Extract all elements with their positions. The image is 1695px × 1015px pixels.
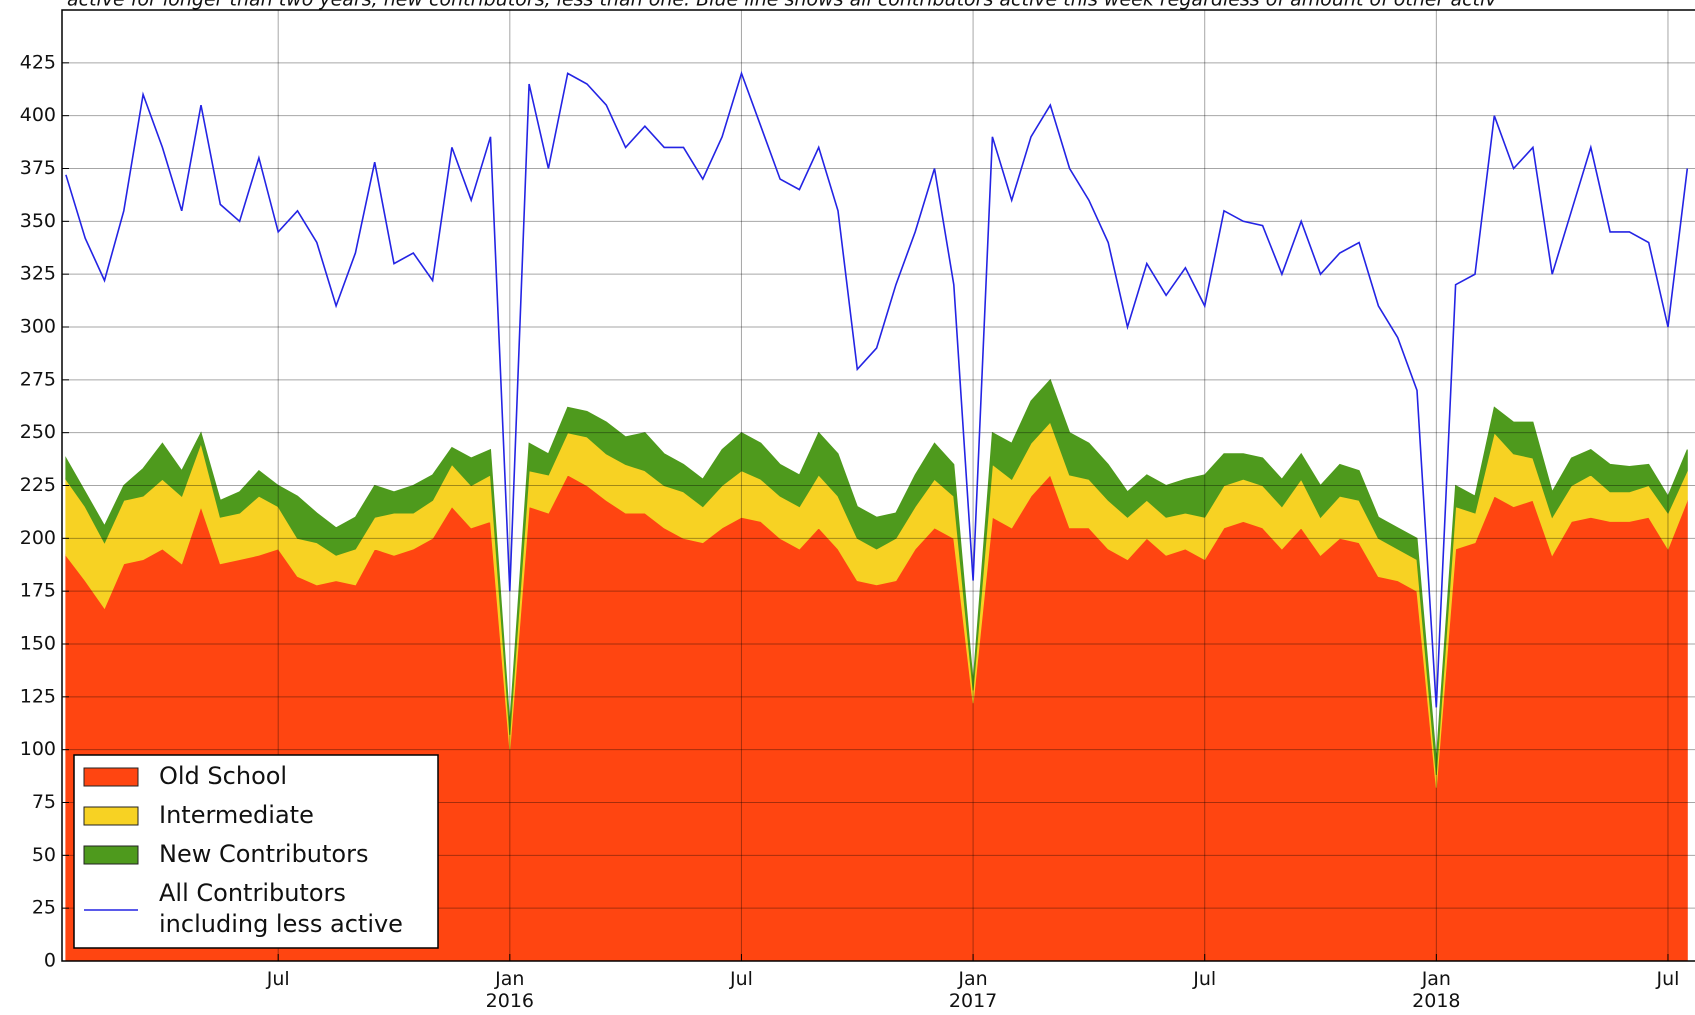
- x-tick-label: Jul: [729, 968, 753, 990]
- y-tick-label: 400: [20, 104, 56, 126]
- y-tick-label: 275: [20, 368, 56, 390]
- y-tick-label: 175: [20, 580, 56, 602]
- y-tick-label: 225: [20, 474, 56, 496]
- plot-area: [62, 10, 1695, 961]
- x-tick-label: Jul: [1192, 968, 1216, 990]
- y-tick-label: 250: [20, 421, 56, 443]
- y-tick-label: 425: [20, 51, 56, 73]
- y-tick-label: 50: [32, 844, 56, 866]
- y-tick-label: 375: [20, 157, 56, 179]
- y-tick-label: 350: [20, 210, 56, 232]
- x-tick-label: Jul: [1656, 968, 1680, 990]
- y-tick-label: 0: [44, 950, 56, 972]
- y-tick-label: 325: [20, 263, 56, 285]
- y-tick-label: 300: [20, 316, 56, 338]
- y-tick-label: 200: [20, 527, 56, 549]
- area: [65, 378, 1688, 776]
- y-tick-label: 125: [20, 685, 56, 707]
- legend-swatch: [83, 767, 139, 787]
- y-tick-label: 100: [20, 738, 56, 760]
- y-tick-label: 25: [32, 897, 56, 919]
- legend-label: New Contributors: [159, 840, 368, 868]
- line: [65, 70, 1689, 708]
- y-tick-label: 75: [32, 791, 56, 813]
- x-tick-label: Jan 2016: [486, 968, 534, 1012]
- y-tick-label: 150: [20, 633, 56, 655]
- legend-label: Old School: [159, 762, 287, 790]
- legend-swatch: [83, 806, 139, 826]
- legend-swatch: [83, 845, 139, 865]
- legend-label: Intermediate: [159, 801, 314, 829]
- x-tick-label: Jul: [266, 968, 290, 990]
- legend-label: All Contributors including less active: [159, 879, 403, 938]
- x-tick-label: Jan 2017: [949, 968, 997, 1012]
- subtitle: active for longer than two years, new co…: [67, 0, 1497, 11]
- x-tick-label: Jan 2018: [1412, 968, 1460, 1012]
